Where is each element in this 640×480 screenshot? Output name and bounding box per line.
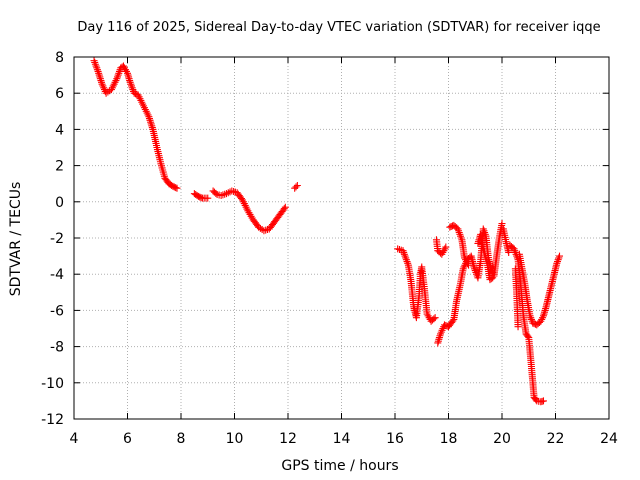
data-point	[532, 396, 540, 404]
y-tick-label: -6	[50, 303, 64, 319]
data-point	[280, 205, 288, 213]
data-point	[465, 261, 473, 269]
x-axis-label: GPS time / hours	[281, 458, 398, 474]
data-points	[90, 57, 564, 406]
data-point	[442, 243, 450, 251]
x-tick-label: 6	[123, 431, 132, 447]
data-point	[281, 203, 289, 211]
x-tick-label: 8	[177, 431, 186, 447]
data-point	[556, 252, 564, 260]
y-tick-label: -12	[41, 412, 64, 428]
x-tick-label: 18	[440, 431, 458, 447]
data-point	[173, 184, 181, 192]
x-tick-label: 12	[279, 431, 297, 447]
y-tick-label: 2	[55, 159, 64, 175]
y-tick-label: 8	[55, 50, 64, 66]
y-tick-label: -8	[50, 340, 64, 356]
y-tick-label: 0	[55, 195, 64, 211]
x-tick-label: 20	[493, 431, 511, 447]
y-tick-label: -10	[41, 376, 64, 392]
data-point	[197, 194, 205, 202]
data-point	[212, 189, 220, 197]
data-point	[489, 274, 497, 282]
data-point	[487, 275, 495, 283]
y-tick-label: -4	[50, 267, 64, 283]
data-point	[431, 314, 439, 322]
data-point	[430, 315, 438, 323]
y-tick-label: 6	[55, 86, 64, 102]
data-point	[505, 248, 513, 256]
data-point	[514, 323, 522, 331]
x-tick-label: 22	[547, 431, 565, 447]
data-point	[293, 182, 301, 190]
grid	[74, 57, 609, 419]
data-point	[292, 183, 300, 191]
x-tick-label: 10	[226, 431, 244, 447]
x-tick-label: 4	[70, 431, 79, 447]
data-point	[449, 317, 457, 325]
chart-title: Day 116 of 2025, Sidereal Day-to-day VTE…	[77, 20, 600, 35]
y-axis-label: SDTVAR / TECUs	[8, 182, 24, 297]
data-point	[204, 194, 212, 202]
x-tick-label: 24	[600, 431, 618, 447]
y-tick-label: -2	[50, 231, 64, 247]
axis-ticks	[73, 56, 610, 420]
x-tick-label: 14	[333, 431, 351, 447]
data-point	[539, 397, 547, 405]
data-point	[498, 220, 506, 228]
data-point	[221, 190, 229, 198]
x-tick-label: 16	[386, 431, 404, 447]
data-point	[172, 184, 180, 192]
data-point	[524, 332, 532, 340]
y-tick-label: 4	[55, 122, 64, 138]
